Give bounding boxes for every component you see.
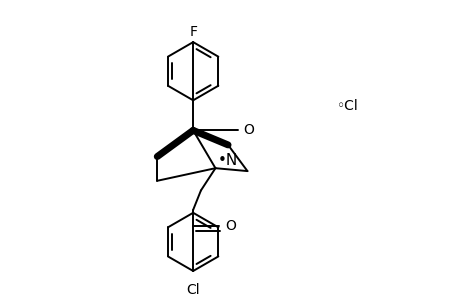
Text: •N: •N bbox=[217, 153, 237, 168]
Text: O: O bbox=[224, 219, 235, 233]
Text: Cl: Cl bbox=[186, 283, 200, 297]
Text: F: F bbox=[189, 26, 197, 39]
Text: ◦Cl: ◦Cl bbox=[336, 99, 358, 113]
Text: O: O bbox=[243, 123, 254, 137]
